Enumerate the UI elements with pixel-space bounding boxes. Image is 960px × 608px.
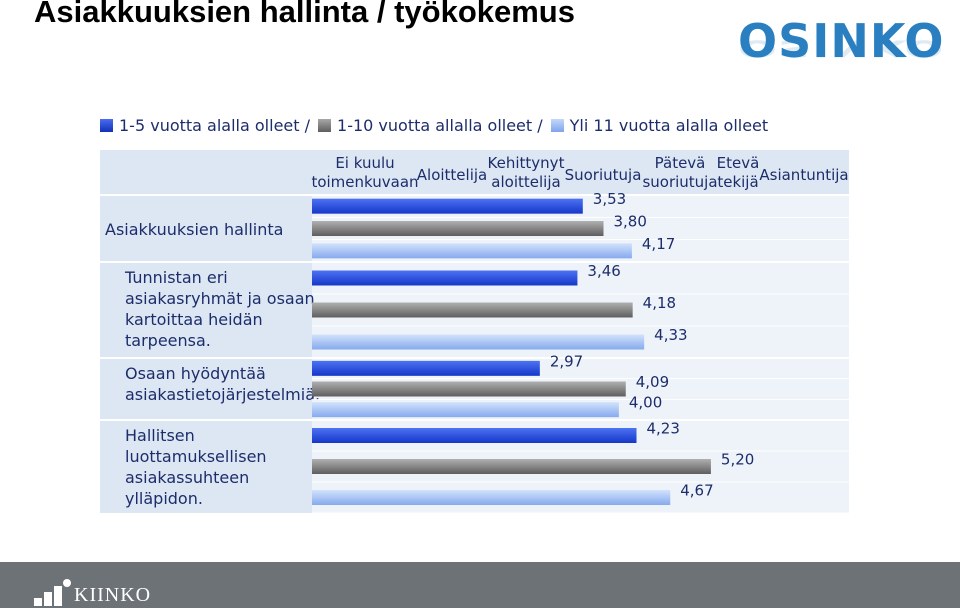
category-label-2-line-1: Tunnistan eri xyxy=(124,268,228,287)
bar-group-4-series-2 xyxy=(312,459,711,474)
bar-group-1-series-1 xyxy=(312,198,583,214)
category-label-4-line-1: Hallitsen xyxy=(125,426,195,445)
data-label-group-3-series-1: 2,97 xyxy=(550,352,583,370)
legend-item-series-1: 1-5 vuotta alalla olleet / xyxy=(100,116,310,135)
category-label-4-line-4: ylläpidon. xyxy=(125,489,203,508)
chart-legend: 1-5 vuotta alalla olleet / 1-10 vuotta a… xyxy=(100,116,768,135)
bar-group-1-series-3 xyxy=(312,243,632,259)
scale-label-5-line-2: suoriutuja xyxy=(642,173,717,191)
slide-title: Asiakkuuksien hallinta / työkokemus xyxy=(34,0,575,29)
data-label-group-4-series-1: 4,23 xyxy=(647,420,680,438)
legend-swatch-series-3 xyxy=(550,119,564,132)
scale-label-1-line-2: toimenkuvaan xyxy=(311,173,418,191)
bar-group-4-series-3 xyxy=(312,490,671,505)
data-label-group-1-series-3: 4,17 xyxy=(642,235,675,253)
scale-label-6-line-2: tekijä xyxy=(717,173,758,191)
kiinko-logo-icon xyxy=(34,579,71,606)
scale-label-5-line-1: Pätevä xyxy=(655,154,706,172)
bar-group-1-series-2 xyxy=(312,221,604,236)
scale-label-2: Aloittelija xyxy=(417,166,487,184)
bar-group-2-series-2 xyxy=(312,302,633,318)
kiinko-logo-text: KIINKO xyxy=(74,584,152,606)
legend-item-series-3: Yli 11 vuotta alalla olleet xyxy=(550,116,769,135)
scale-label-3-line-2: aloittelija xyxy=(491,173,560,191)
legend-swatch-series-2 xyxy=(318,119,332,132)
category-label-4-line-3: asiakassuhteen xyxy=(125,468,249,487)
data-label-group-4-series-2: 5,20 xyxy=(721,451,754,469)
data-label-group-4-series-3: 4,67 xyxy=(680,482,713,500)
bar-group-3-series-1 xyxy=(312,360,540,376)
category-label-3-line-2: asiakastietojärjestelmiä. xyxy=(125,385,320,404)
category-label-2-line-2: asiakasryhmät ja osaan xyxy=(125,289,315,308)
category-label-1-line-1: Asiakkuuksien hallinta xyxy=(105,220,283,239)
data-label-group-2-series-2: 4,18 xyxy=(643,294,676,312)
osinko-logo: OSINKO xyxy=(738,14,945,68)
category-label-4-line-2: luottamuksellisen xyxy=(125,447,267,466)
data-label-group-3-series-3: 4,00 xyxy=(629,394,662,412)
footer-bar xyxy=(0,562,960,608)
legend-label-series-1: 1-5 vuotta alalla olleet / xyxy=(119,116,311,135)
category-label-3-line-1: Osaan hyödyntää xyxy=(125,364,266,383)
bar-group-2-series-1 xyxy=(312,270,578,286)
data-label-group-3-series-2: 4,09 xyxy=(636,373,669,391)
data-label-group-2-series-1: 3,46 xyxy=(587,262,620,280)
bar-group-3-series-2 xyxy=(312,381,626,397)
data-label-group-1-series-1: 3,53 xyxy=(593,190,626,208)
data-label-group-1-series-2: 3,80 xyxy=(614,213,647,231)
scale-label-4: Suoriutuja xyxy=(565,166,642,184)
legend-label-series-2: 1-10 vuotta allalla olleet / xyxy=(337,116,543,135)
data-label-group-2-series-3: 4,33 xyxy=(654,326,687,344)
bar-group-3-series-3 xyxy=(312,402,619,418)
scale-label-1-line-1: Ei kuulu xyxy=(335,154,394,172)
category-label-2-line-3: kartoittaa heidän xyxy=(125,310,263,329)
bar-group-4-series-1 xyxy=(312,428,637,443)
scale-label-6-line-1: Etevä xyxy=(717,154,760,172)
legend-swatch-series-1 xyxy=(100,119,113,132)
scale-label-3-line-1: Kehittynyt xyxy=(488,154,565,172)
category-label-2-line-4: tarpeensa. xyxy=(125,331,211,350)
scale-label-7: Asiantuntija xyxy=(759,166,848,184)
legend-item-series-2: 1-10 vuotta allalla olleet / xyxy=(318,116,543,135)
bar-group-2-series-3 xyxy=(312,334,645,350)
legend-label-series-3: Yli 11 vuotta alalla olleet xyxy=(569,116,769,135)
